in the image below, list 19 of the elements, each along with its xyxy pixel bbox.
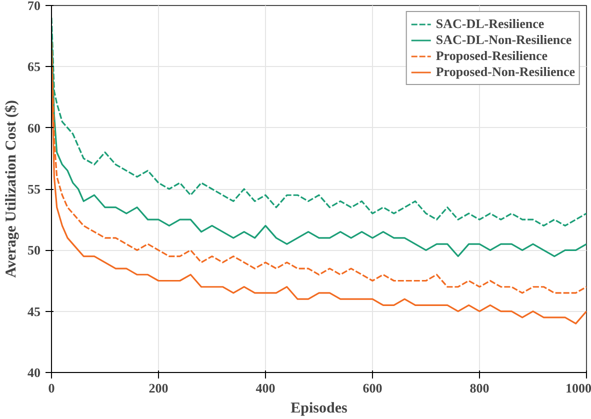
x-tick-label: 400 [256, 380, 276, 396]
x-tick-label: 1000 [566, 380, 591, 396]
y-tick-label: 45 [28, 304, 41, 319]
y-tick-label: 40 [28, 365, 40, 380]
legend-label: SAC-DL-Non-Resilience [436, 32, 572, 48]
y-tick-label: 70 [28, 0, 40, 13]
y-tick-label: 60 [28, 120, 40, 136]
x-tick-label: 800 [470, 380, 490, 396]
y-tick-label: 65 [28, 59, 41, 74]
x-tick-label: 0 [48, 380, 55, 396]
y-tick-label: 50 [28, 242, 40, 258]
y-axis-title: Average Utilization Cost ($) [4, 100, 20, 278]
x-axis-title: Episodes [290, 400, 348, 416]
x-tick-label: 600 [362, 380, 382, 396]
legend-label: Proposed-Non-Resilience [436, 64, 575, 80]
legend-label: SAC-DL-Resilience [436, 16, 544, 32]
y-tick-label: 55 [28, 182, 41, 196]
x-tick-label: 200 [148, 380, 168, 396]
legend-label: Proposed-Resilience [436, 48, 548, 64]
